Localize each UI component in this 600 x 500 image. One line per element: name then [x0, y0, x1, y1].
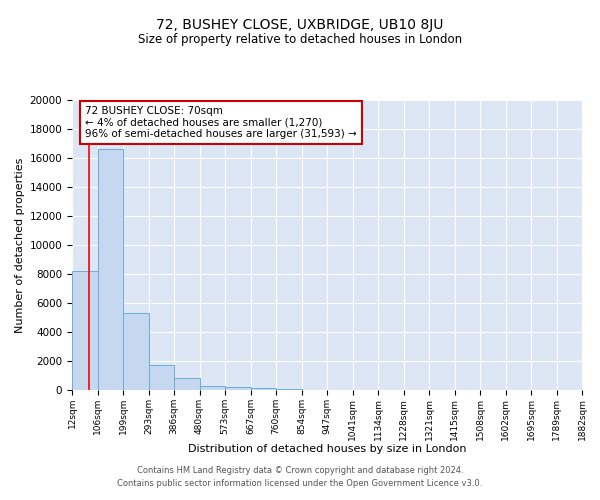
- Text: Size of property relative to detached houses in London: Size of property relative to detached ho…: [138, 32, 462, 46]
- Text: 72, BUSHEY CLOSE, UXBRIDGE, UB10 8JU: 72, BUSHEY CLOSE, UXBRIDGE, UB10 8JU: [157, 18, 443, 32]
- Text: Contains HM Land Registry data © Crown copyright and database right 2024.
Contai: Contains HM Land Registry data © Crown c…: [118, 466, 482, 487]
- Bar: [97, 150, 123, 390]
- Bar: [72, 271, 97, 390]
- Bar: [199, 386, 225, 390]
- Bar: [251, 388, 276, 390]
- Bar: [276, 389, 302, 390]
- Y-axis label: Number of detached properties: Number of detached properties: [16, 158, 25, 332]
- Bar: [123, 313, 149, 390]
- X-axis label: Distribution of detached houses by size in London: Distribution of detached houses by size …: [188, 444, 466, 454]
- Bar: [225, 387, 251, 390]
- Bar: [174, 378, 199, 390]
- Bar: [149, 364, 174, 390]
- Text: 72 BUSHEY CLOSE: 70sqm
← 4% of detached houses are smaller (1,270)
96% of semi-d: 72 BUSHEY CLOSE: 70sqm ← 4% of detached …: [85, 106, 356, 139]
